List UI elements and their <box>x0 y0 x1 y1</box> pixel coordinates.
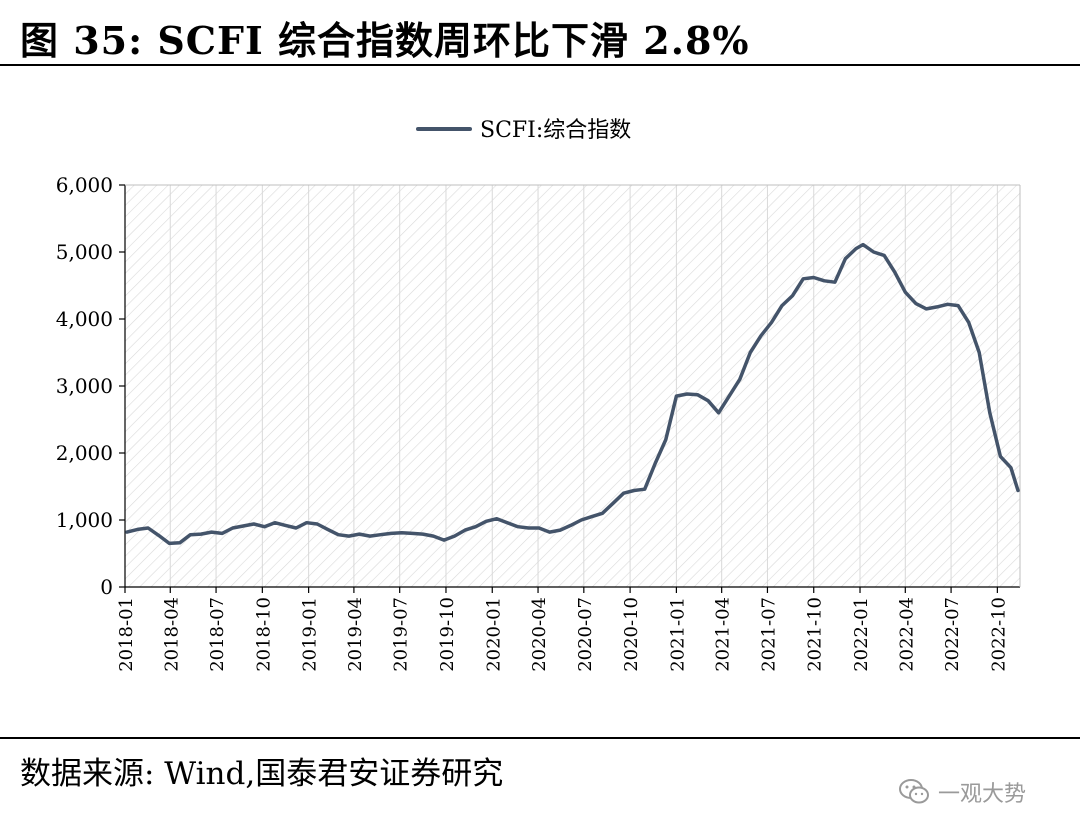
y-tick-label: 1,000 <box>56 508 113 532</box>
watermark-label: 一观大势 <box>938 782 1027 807</box>
x-tick-label: 2019-10 <box>437 597 458 672</box>
x-tick-label: 2022-01 <box>851 597 872 672</box>
x-tick-label: 2019-01 <box>300 597 321 672</box>
bottom-rule <box>0 737 1080 739</box>
y-tick-label: 4,000 <box>56 307 113 331</box>
legend-label: SCFI:综合指数 <box>480 118 631 143</box>
figure-title: 图 35: SCFI 综合指数周环比下滑 2.8% <box>20 18 750 63</box>
wechat-icon <box>899 779 929 804</box>
x-tick-label: 2019-04 <box>345 597 366 672</box>
y-tick-label: 2,000 <box>56 441 113 465</box>
y-tick-label: 6,000 <box>56 173 113 197</box>
x-tick-label: 2018-10 <box>253 597 274 672</box>
scfi-line-chart: SCFI:综合指数 0 1,000 2,000 3,000 4,000 5,000 6,00… <box>56 118 1021 672</box>
x-tick-label: 2021-07 <box>758 597 779 672</box>
watermark: 一观大势 <box>898 776 1026 808</box>
x-tick-label: 2019-07 <box>391 597 412 672</box>
x-tick-label: 2018-04 <box>161 597 182 672</box>
x-tick-label: 2022-04 <box>896 597 917 672</box>
x-tick-label: 2018-07 <box>207 597 228 672</box>
top-rule <box>0 64 1080 66</box>
x-tick-label: 2021-01 <box>667 597 688 672</box>
source-note: 数据来源: Wind,国泰君安证券研究 <box>20 756 504 792</box>
scfi-series-line <box>125 242 1020 546</box>
y-tick-label: 3,000 <box>56 374 113 398</box>
x-tick-label: 2022-10 <box>988 597 1009 672</box>
x-tick-label: 2021-04 <box>713 597 734 672</box>
y-tick-label: 5,000 <box>56 240 113 264</box>
x-tick-label: 2020-07 <box>575 597 596 672</box>
x-tick-label: 2018-01 <box>116 597 137 672</box>
x-tick-label: 2021-10 <box>805 597 826 672</box>
x-tick-label: 2020-10 <box>621 597 642 672</box>
x-tick-label: 2020-04 <box>529 597 550 672</box>
x-tick-label: 2022-07 <box>942 597 963 672</box>
x-tick-label: 2020-01 <box>483 597 504 672</box>
y-tick-label: 0 <box>100 575 113 599</box>
